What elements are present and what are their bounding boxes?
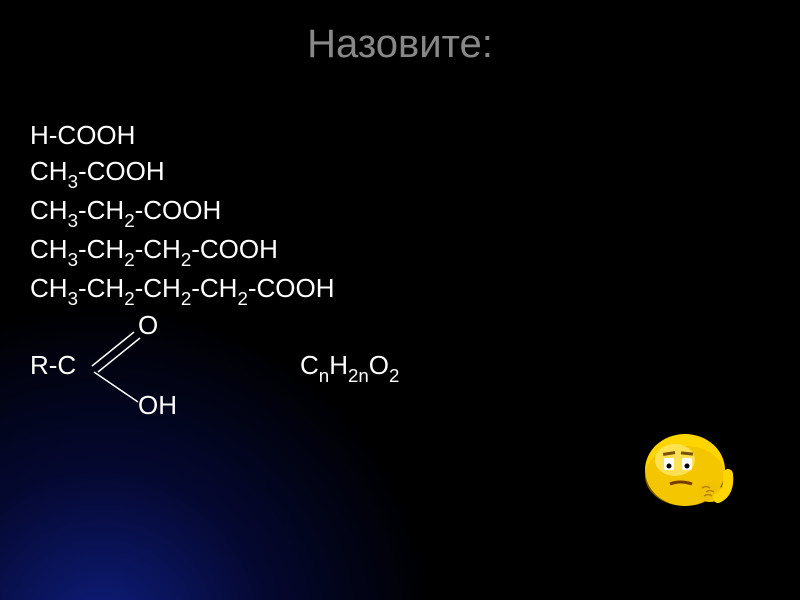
text: CH [30, 156, 68, 186]
text: -CH [78, 273, 124, 303]
sub: 3 [68, 210, 78, 231]
sub: 3 [68, 288, 78, 309]
formula-4: CH3-CH2-CH2-COOH [30, 232, 335, 271]
sub: 2 [237, 288, 247, 309]
text: -CH [78, 195, 124, 225]
general-formula: CnH2nO2 [300, 350, 399, 385]
text: O [369, 350, 389, 380]
formula-1: H-COOH [30, 118, 335, 154]
sub: 2 [124, 249, 134, 270]
sub: 2 [124, 210, 134, 231]
text: CH [30, 195, 68, 225]
thinking-emoji-icon [630, 410, 740, 520]
text: CH [30, 234, 68, 264]
text: H [329, 350, 348, 380]
sub: 2 [389, 365, 399, 386]
text: -COOH [78, 156, 165, 186]
sub: 2 [124, 288, 134, 309]
formula-list: H-COOH CH3-COOH CH3-CH2-COOH CH3-CH2-CH2… [30, 118, 335, 450]
page-title: Назовите: [0, 22, 800, 67]
formula-2: CH3-COOH [30, 154, 335, 193]
text: CH [30, 273, 68, 303]
sub: 3 [68, 249, 78, 270]
text: -COOH [248, 273, 335, 303]
text: -COOH [135, 195, 222, 225]
sub: 2 [181, 288, 191, 309]
sub: 3 [68, 171, 78, 192]
carboxyl-structure: O R-C OH CnH2nO2 [30, 310, 335, 450]
text: -CH [135, 273, 181, 303]
bond-lines-icon [92, 322, 152, 414]
r-c-label: R-C [30, 350, 76, 381]
text: C [300, 350, 319, 380]
sub: 2 [181, 249, 191, 270]
sub: 2n [348, 365, 369, 386]
formula-5: CH3-CH2-CH2-CH2-COOH [30, 271, 335, 310]
text: -COOH [191, 234, 278, 264]
text: -CH [78, 234, 124, 264]
text: -CH [191, 273, 237, 303]
formula-3: CH3-CH2-COOH [30, 193, 335, 232]
sub: n [319, 365, 329, 386]
text: -CH [135, 234, 181, 264]
text: H-COOH [30, 120, 135, 150]
